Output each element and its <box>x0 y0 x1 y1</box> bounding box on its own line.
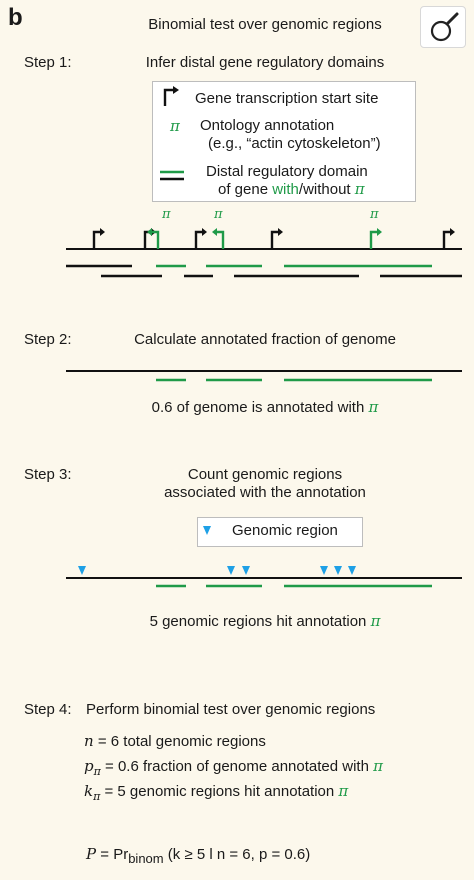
region-triangle-icon <box>334 566 342 575</box>
step3-caption: 5 genomic regions hit annotation π <box>100 612 430 630</box>
step4-k-line: kπ = 5 genomic regions hit annotation π <box>84 782 348 803</box>
region-triangle-icon <box>227 566 235 575</box>
step4-n-line: n = 6 total genomic regions <box>84 732 266 750</box>
binomial-formula: P = Prbinom (k ≥ 5 l n = 6, p = 0.6) <box>86 845 310 866</box>
step4-p-line: pπ = 0.6 fraction of genome annotated wi… <box>84 757 383 778</box>
region-triangle-icon <box>320 566 328 575</box>
step4-heading: Perform binomial test over genomic regio… <box>86 701 375 718</box>
step4-label: Step 4: <box>24 701 72 718</box>
region-triangle-icon <box>78 566 86 575</box>
region-triangle-icon <box>242 566 250 575</box>
region-triangle-icon <box>348 566 356 575</box>
